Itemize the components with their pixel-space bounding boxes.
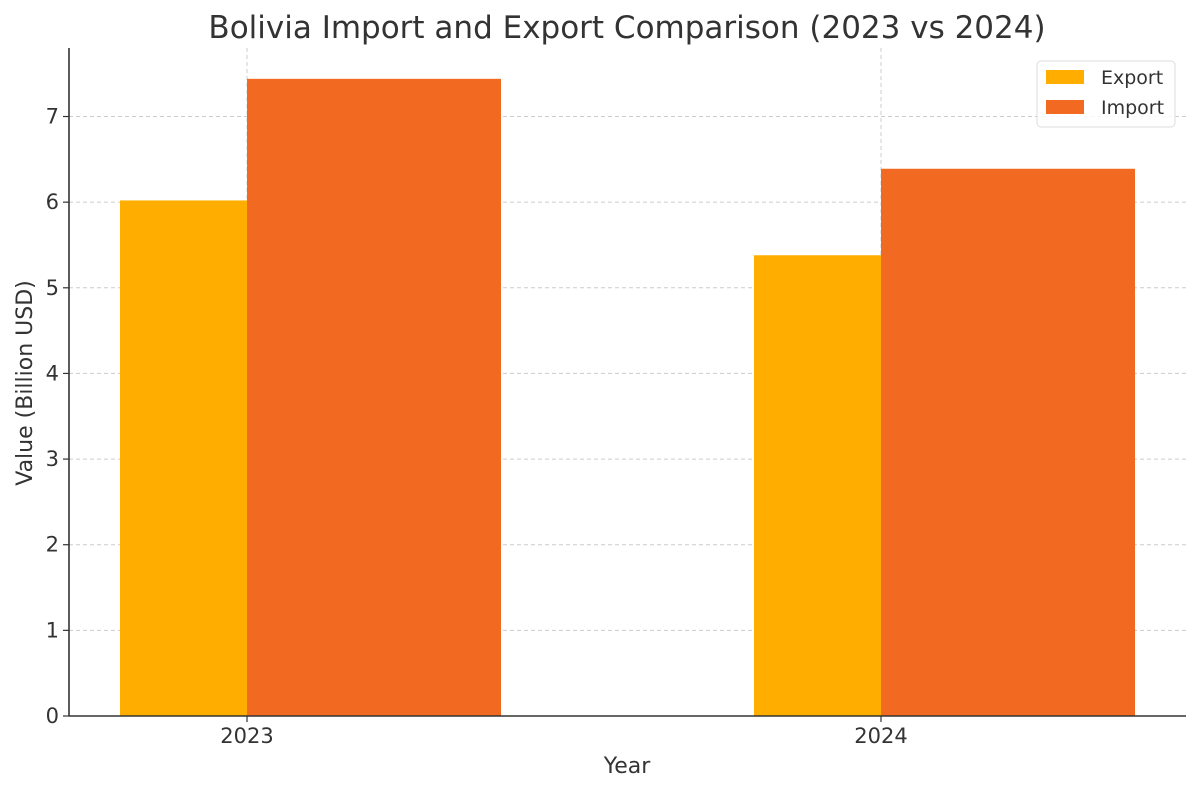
y-tick-label: 3 [46, 447, 59, 471]
y-tick-label: 0 [46, 704, 59, 728]
x-tick-label: 2023 [220, 724, 273, 748]
y-axis-label: Value (Billion USD) [13, 280, 38, 486]
x-tick-label: 2024 [854, 724, 907, 748]
bar-export-2024 [754, 255, 881, 716]
axes [63, 48, 1186, 722]
y-tick-label: 6 [46, 190, 59, 214]
bar-import-2024 [881, 168, 1135, 716]
legend-label-export: Export [1101, 67, 1163, 89]
chart-title: Bolivia Import and Export Comparison (20… [208, 10, 1045, 46]
legend-swatch-import [1046, 100, 1084, 114]
legend: Export Import [1036, 60, 1176, 128]
y-tick-label: 4 [46, 361, 59, 385]
x-axis-label: Year [603, 754, 652, 779]
legend-swatch-export [1046, 70, 1084, 84]
y-tick-label: 1 [46, 618, 59, 642]
tick-labels: 0 1 2 3 4 5 6 7 2023 2024 [46, 105, 908, 748]
bars [120, 78, 1135, 717]
bar-export-2023 [120, 200, 247, 716]
y-tick-label: 2 [46, 533, 59, 557]
y-tick-label: 5 [46, 276, 59, 300]
legend-label-import: Import [1101, 97, 1164, 119]
bar-import-2023 [247, 78, 501, 717]
y-tick-label: 7 [46, 105, 59, 129]
